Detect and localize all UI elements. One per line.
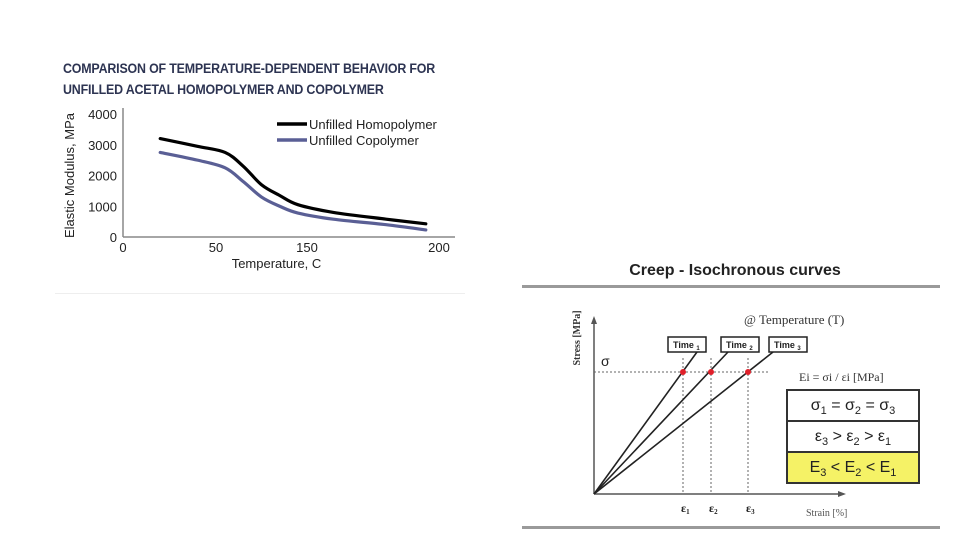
- title-divider: [522, 285, 940, 288]
- chart-title: COMPARISON OF TEMPERATURE-DEPENDENT BEHA…: [63, 58, 436, 100]
- chart-title-line-2: UNFILLED ACETAL HOMOPOLYMER AND COPOLYME…: [63, 82, 384, 97]
- strain-mark-label: ε3: [746, 501, 755, 516]
- relation-row-1: σ1 = σ2 = σ3: [788, 391, 918, 422]
- strain-axis-label: Strain [%]: [806, 508, 847, 519]
- stress-axis-label: Stress [MPa]: [572, 310, 583, 365]
- time-label: Time 1: [673, 340, 700, 352]
- time-label: Time 3: [774, 340, 801, 352]
- stress-level-label: σ: [601, 353, 610, 369]
- time-label-box-3: [768, 336, 808, 353]
- x-tick-label: 150: [296, 240, 318, 255]
- bottom-divider: [522, 526, 940, 529]
- legend-label: Unfilled Copolymer: [309, 133, 419, 148]
- arrow-up-icon: [591, 316, 597, 324]
- x-tick-label: 200: [428, 240, 450, 255]
- intersection-point: [745, 369, 751, 375]
- y-tick-label: 0: [110, 230, 117, 245]
- isochronous-line-3: [593, 351, 774, 495]
- modulus-line-chart: 0 1000 2000 3000 4000 0 50 150 200 Temperature, C…: [62, 107, 455, 271]
- arrow-right-icon: [838, 491, 846, 497]
- series-line-homopolymer: [158, 137, 428, 226]
- relation-row-2: ε3 > ε2 > ε1: [788, 422, 918, 453]
- diagram-title: Creep - Isochronous curves: [629, 262, 841, 279]
- modulus-formula: Ei = σi / εi [MPa]: [799, 370, 884, 384]
- time-label-box-1: [667, 336, 707, 353]
- creep-diagram-panel: Creep - Isochronous curves: [520, 258, 950, 538]
- y-tick-label: 2000: [88, 169, 117, 184]
- isochronous-line-2: [593, 351, 729, 495]
- relation-row-3: E3 < E2 < E1: [788, 453, 918, 482]
- intersection-point: [708, 369, 714, 375]
- temperature-annotation: @ Temperature (T): [744, 312, 844, 327]
- y-tick-label: 1000: [88, 199, 117, 214]
- x-tick-label: 50: [209, 240, 223, 255]
- y-axis-label: Elastic Modulus, MPa: [62, 112, 77, 238]
- intersection-point: [680, 369, 686, 375]
- relations-table: σ1 = σ2 = σ3 ε3 > ε2 > ε1 E3 < E2 < E1: [786, 389, 920, 484]
- series-line-copolymer: [158, 150, 428, 232]
- legend-label: Unfilled Homopolymer: [309, 117, 438, 132]
- x-axis-label: Temperature, C: [232, 256, 322, 271]
- strain-mark-label: ε1: [681, 501, 690, 516]
- modulus-chart-panel: COMPARISON OF TEMPERATURE-DEPENDENT BEHA…: [55, 50, 465, 294]
- strain-mark-label: ε2: [709, 501, 718, 516]
- y-tick-label: 3000: [88, 138, 117, 153]
- time-label: Time 2: [726, 340, 753, 352]
- chart-title-line-1: COMPARISON OF TEMPERATURE-DEPENDENT BEHA…: [63, 61, 436, 76]
- x-tick-label: 0: [119, 240, 126, 255]
- y-tick-label: 4000: [88, 107, 117, 122]
- time-label-box-2: [720, 336, 760, 353]
- isochronous-line-1: [593, 351, 698, 495]
